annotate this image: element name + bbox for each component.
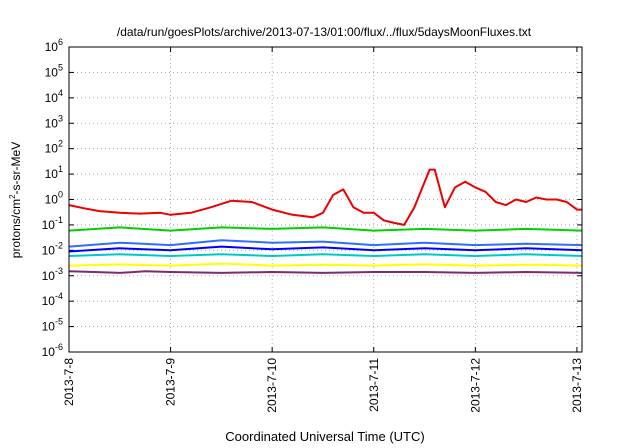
y-axis-label: protons/cm2-s-sr-MeV <box>8 142 23 258</box>
y-tick-label: 103 <box>45 113 63 130</box>
series-line-6 <box>68 226 583 232</box>
plot-frame <box>68 46 583 353</box>
y-tick-exponent: 5 <box>58 62 63 72</box>
y-tick-base: 10 <box>42 320 56 334</box>
y-tick-exponent: 6 <box>58 37 63 47</box>
x-tick-label: 2013-7-9 <box>164 358 178 406</box>
y-tick-base: 10 <box>42 294 56 308</box>
x-tick-label: 2013-7-13 <box>570 358 584 413</box>
y-tick-base: 10 <box>42 243 56 257</box>
y-tick-label: 10-2 <box>42 240 63 257</box>
series-line-7 <box>68 168 582 226</box>
y-tick-base: 10 <box>45 65 59 79</box>
y-tick-base: 10 <box>42 269 56 283</box>
y-tick-exponent: 4 <box>58 88 63 98</box>
y-axis-label-sup: 2 <box>8 194 17 199</box>
x-tick-label: 2013-7-8 <box>62 358 76 406</box>
y-tick-exponent: 2 <box>58 139 63 149</box>
y-tick-base: 10 <box>42 345 56 359</box>
y-tick-exponent: -2 <box>55 240 63 250</box>
y-tick-label: 106 <box>45 37 63 54</box>
y-tick-exponent: -1 <box>55 215 63 225</box>
y-tick-label: 104 <box>45 88 63 105</box>
y-axis-label-rest: -s-sr-MeV <box>9 142 23 195</box>
x-axis-label: Coordinated Universal Time (UTC) <box>225 429 424 444</box>
y-tick-base: 10 <box>45 167 59 181</box>
y-tick-label: 10-6 <box>42 342 63 359</box>
y-tick-base: 10 <box>45 142 59 156</box>
series-line-5 <box>68 239 583 248</box>
y-tick-base: 10 <box>45 193 59 207</box>
y-tick-exponent: 1 <box>58 164 63 174</box>
series-line-2 <box>68 270 583 274</box>
y-tick-base: 10 <box>45 40 59 54</box>
y-tick-label: 100 <box>45 190 63 207</box>
y-tick-label: 10-4 <box>42 291 63 308</box>
series-line-1 <box>68 262 583 267</box>
x-tick-label: 2013-7-11 <box>367 358 381 412</box>
series-line-3 <box>68 253 583 257</box>
x-tick-label: 2013-7-10 <box>265 358 279 413</box>
y-tick-base: 10 <box>45 116 59 130</box>
y-tick-label: 101 <box>45 164 63 181</box>
y-tick-exponent: -6 <box>55 342 63 352</box>
y-tick-label: 10-1 <box>42 215 63 232</box>
x-tick-label: 2013-7-12 <box>468 358 482 413</box>
series-line-4 <box>68 245 583 253</box>
y-tick-exponent: 0 <box>58 190 63 200</box>
grid <box>68 46 582 353</box>
y-tick-label: 10-5 <box>42 317 63 334</box>
x-tick-labels: 2013-7-8 2013-7-9 2013-7-10 2013-7-11 2013-7… <box>62 358 584 413</box>
y-tick-label: 10-3 <box>42 266 63 283</box>
y-tick-label: 105 <box>45 62 63 79</box>
series-lines <box>68 168 583 274</box>
chart-title: /data/run/goesPlots/archive/2013-07-13/0… <box>117 25 532 39</box>
y-axis-label-base: protons/cm <box>9 199 23 258</box>
y-tick-exponent: -5 <box>55 317 63 327</box>
y-tick-exponent: -3 <box>55 266 63 276</box>
y-tick-exponent: 3 <box>58 113 63 123</box>
y-tick-exponent: -4 <box>55 291 63 301</box>
y-tick-base: 10 <box>42 218 56 232</box>
y-tick-base: 10 <box>45 91 59 105</box>
y-tick-label: 102 <box>45 139 63 156</box>
y-tick-labels: 10-610-510-410-310-210-11001011021031041… <box>42 37 63 359</box>
